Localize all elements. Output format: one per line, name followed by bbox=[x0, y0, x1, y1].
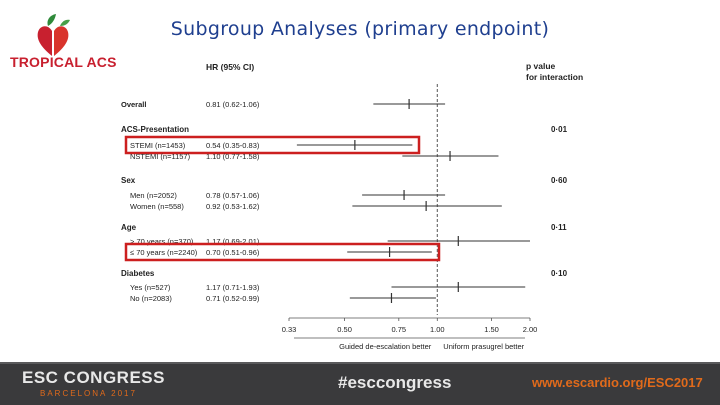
column-header-p-value-2: for interaction bbox=[526, 72, 583, 82]
footer-banner: ESC CONGRESS BARCELONA 2017 #esccongress… bbox=[0, 362, 720, 405]
logo-heart-left bbox=[37, 26, 52, 56]
x-tick-label: 1.50 bbox=[484, 325, 499, 334]
footer-city: BARCELONA 2017 bbox=[40, 389, 137, 398]
footer-website[interactable]: www.escardio.org/ESC2017 bbox=[532, 375, 703, 390]
interaction-p-value: 0·01 bbox=[551, 125, 568, 134]
x-tick-label: 0.75 bbox=[392, 325, 407, 334]
x-label-left: Guided de-escalation better bbox=[339, 342, 432, 351]
interaction-p-value: 0·10 bbox=[551, 269, 568, 278]
logo-heart-right bbox=[54, 26, 69, 56]
interaction-p-value: 0·60 bbox=[551, 176, 568, 185]
group-header: Age bbox=[121, 223, 137, 232]
column-header-p-value: p value bbox=[526, 61, 556, 71]
subgroup-label: Yes (n=527) bbox=[130, 283, 171, 292]
footer-hashtag: #esccongress bbox=[338, 373, 452, 392]
logo-leaf bbox=[47, 14, 56, 26]
interaction-p-value: 0·11 bbox=[551, 223, 567, 232]
hr-ci-text: 1.17 (0.69-2.01) bbox=[206, 237, 260, 246]
hr-ci-text: 0.70 (0.51-0.96) bbox=[206, 248, 260, 257]
subgroup-label: Overall bbox=[121, 100, 146, 109]
group-header: Sex bbox=[121, 176, 136, 185]
x-tick-label: 2.00 bbox=[523, 325, 538, 334]
x-tick-label: 0.50 bbox=[337, 325, 352, 334]
logo-text: TROPICAL ACS bbox=[10, 54, 117, 70]
subgroup-label: ≤ 70 years (n=2240) bbox=[130, 248, 198, 257]
footer-congress: ESC CONGRESS bbox=[22, 368, 165, 387]
subgroup-label: STEMI (n=1453) bbox=[130, 141, 186, 150]
footer-divider bbox=[0, 362, 720, 364]
subgroup-label: > 70 years (n=370) bbox=[130, 237, 194, 246]
subgroup-label: No (n=2083) bbox=[130, 294, 172, 303]
slide-title: Subgroup Analyses (primary endpoint) bbox=[170, 18, 550, 40]
tropical-acs-logo bbox=[37, 14, 70, 56]
logo-leaf-2 bbox=[60, 19, 70, 26]
hr-ci-text: 0.78 (0.57-1.06) bbox=[206, 191, 260, 200]
highlight-box bbox=[124, 135, 421, 155]
subgroup-label: NSTEMI (n=1157) bbox=[130, 152, 191, 161]
subgroup-label: Women (n=558) bbox=[130, 202, 184, 211]
group-header: Diabetes bbox=[121, 269, 155, 278]
x-tick-label: 0.33 bbox=[282, 325, 297, 334]
group-header: ACS-Presentation bbox=[121, 125, 189, 134]
subgroup-label: Men (n=2052) bbox=[130, 191, 177, 200]
hr-ci-text: 1.17 (0.71-1.93) bbox=[206, 283, 260, 292]
hr-ci-text: 0.92 (0.53-1.62) bbox=[206, 202, 260, 211]
highlight-box bbox=[124, 242, 441, 262]
column-header-hr: HR (95% CI) bbox=[206, 62, 254, 72]
hr-ci-text: 1.10 (0.77-1.58) bbox=[206, 152, 260, 161]
hr-ci-text: 0.54 (0.35-0.83) bbox=[206, 141, 260, 150]
hr-ci-text: 0.81 (0.62-1.06) bbox=[206, 100, 260, 109]
x-tick-label: 1.00 bbox=[430, 325, 445, 334]
hr-ci-text: 0.71 (0.52-0.99) bbox=[206, 294, 260, 303]
x-label-right: Uniform prasugrel better bbox=[443, 342, 524, 351]
